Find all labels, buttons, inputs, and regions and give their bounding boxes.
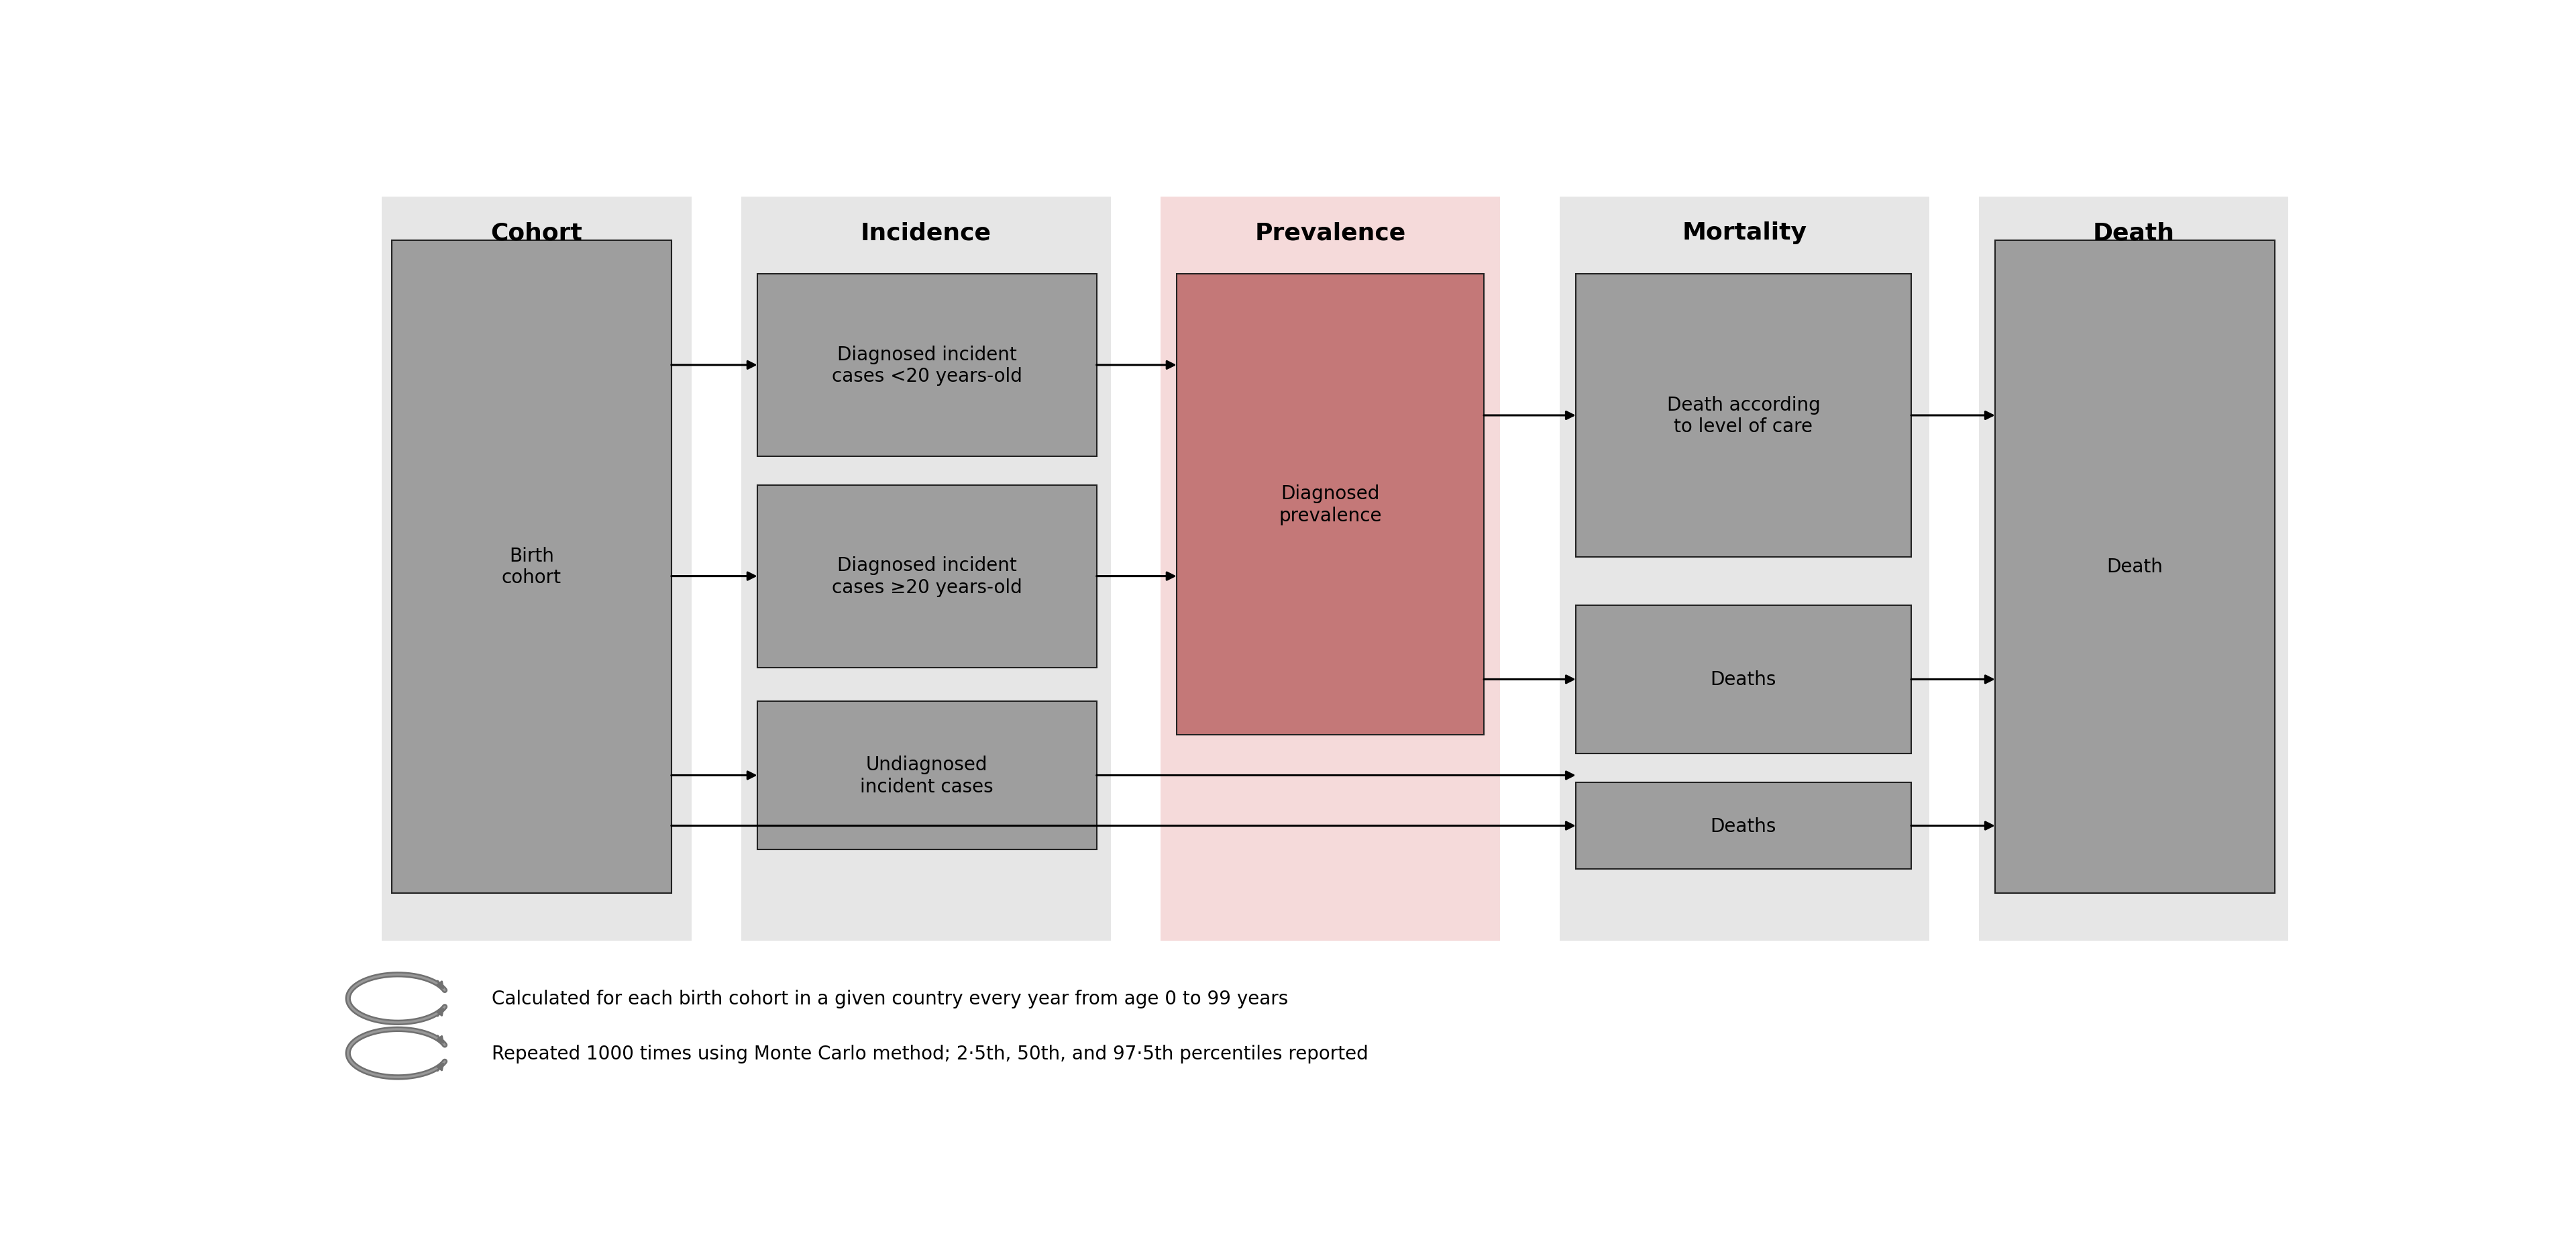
Text: Death according
to level of care: Death according to level of care <box>1667 395 1821 436</box>
Text: Calculated for each birth cohort in a given country every year from age 0 to 99 : Calculated for each birth cohort in a gi… <box>492 989 1288 1008</box>
FancyBboxPatch shape <box>1577 274 1911 557</box>
FancyBboxPatch shape <box>757 485 1097 668</box>
Bar <box>381 198 690 941</box>
Text: Birth
cohort: Birth cohort <box>502 547 562 587</box>
Text: Cohort: Cohort <box>489 222 582 244</box>
Text: Diagnosed
prevalence: Diagnosed prevalence <box>1278 485 1381 525</box>
Text: Incidence: Incidence <box>860 222 992 244</box>
Text: Prevalence: Prevalence <box>1255 222 1406 244</box>
Bar <box>742 198 1110 941</box>
Bar <box>1159 198 1499 941</box>
FancyBboxPatch shape <box>392 240 672 893</box>
Text: Repeated 1000 times using Monte Carlo method; 2·5th, 50th, and 97·5th percentile: Repeated 1000 times using Monte Carlo me… <box>492 1044 1368 1063</box>
FancyBboxPatch shape <box>1577 782 1911 870</box>
Text: Deaths: Deaths <box>1710 670 1777 689</box>
Text: Deaths: Deaths <box>1710 816 1777 835</box>
FancyBboxPatch shape <box>1177 274 1484 735</box>
FancyBboxPatch shape <box>757 701 1097 850</box>
Text: Undiagnosed
incident cases: Undiagnosed incident cases <box>860 755 994 796</box>
Text: Diagnosed incident
cases <20 years-old: Diagnosed incident cases <20 years-old <box>832 345 1023 386</box>
Text: Death: Death <box>2092 222 2174 244</box>
FancyBboxPatch shape <box>1577 606 1911 754</box>
Bar <box>1558 198 1929 941</box>
Text: Diagnosed incident
cases ≥20 years-old: Diagnosed incident cases ≥20 years-old <box>832 556 1023 597</box>
Text: Mortality: Mortality <box>1682 222 1806 244</box>
Bar <box>1978 198 2287 941</box>
FancyBboxPatch shape <box>1994 240 2275 893</box>
FancyBboxPatch shape <box>757 274 1097 456</box>
Text: Death: Death <box>2107 557 2164 576</box>
